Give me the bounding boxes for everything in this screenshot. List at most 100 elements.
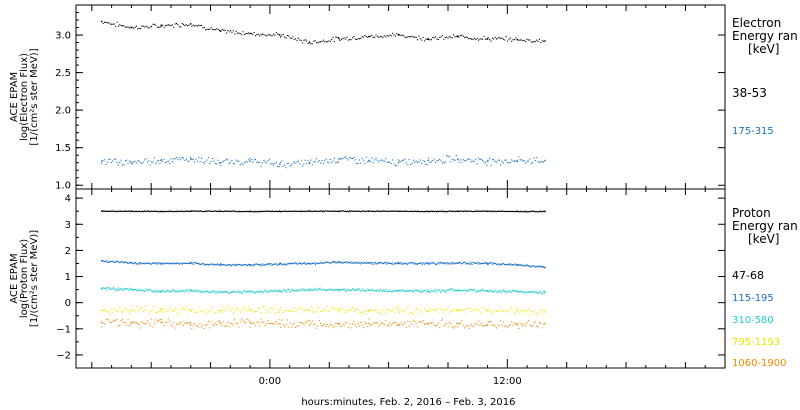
proton-series-dot bbox=[395, 263, 397, 265]
proton-series-dot bbox=[259, 307, 261, 309]
proton-series-dot bbox=[203, 328, 205, 330]
proton-series-dot bbox=[209, 210, 211, 212]
electron-series-dot bbox=[513, 39, 516, 41]
proton-series-dot bbox=[375, 210, 377, 212]
proton-series-dot bbox=[155, 263, 157, 265]
proton-series-dot bbox=[308, 262, 310, 265]
electron-series-dot bbox=[284, 164, 286, 166]
proton-series-dot bbox=[329, 210, 331, 212]
proton-series-dot bbox=[204, 263, 206, 265]
proton-series-dot bbox=[308, 288, 310, 290]
proton-series-dot bbox=[155, 210, 157, 212]
proton-series-dot bbox=[231, 308, 233, 310]
proton-series-dot bbox=[131, 262, 133, 264]
proton-series-dot bbox=[356, 262, 358, 264]
proton-series-dot bbox=[462, 210, 465, 213]
proton-series-dot bbox=[457, 326, 459, 328]
electron-series-dot bbox=[259, 161, 261, 163]
proton-series-dot bbox=[416, 210, 418, 212]
proton-series-dot bbox=[431, 262, 433, 264]
proton-series-dot bbox=[186, 289, 188, 291]
proton-series-dot bbox=[346, 310, 348, 312]
proton-series-dot bbox=[290, 310, 293, 312]
proton-series-dot bbox=[363, 210, 366, 212]
proton-series-dot bbox=[406, 263, 408, 266]
proton-series-dot bbox=[404, 263, 406, 265]
proton-series-dot bbox=[476, 291, 478, 293]
electron-series-dot bbox=[289, 165, 291, 167]
electron-series-dot bbox=[507, 40, 509, 42]
proton-series-dot bbox=[527, 265, 529, 267]
proton-series-dot bbox=[408, 210, 410, 212]
proton-series-dot bbox=[510, 264, 512, 266]
proton-series-dot bbox=[529, 266, 531, 268]
proton-series-dot bbox=[385, 313, 387, 315]
proton-series-dot bbox=[177, 262, 180, 264]
electron-series-dot bbox=[448, 156, 450, 158]
electron-series-dot bbox=[340, 38, 342, 41]
proton-series-dot bbox=[177, 211, 180, 213]
proton-series-point bbox=[544, 291, 546, 293]
electron-series-dot bbox=[516, 160, 518, 162]
proton-series-dot bbox=[535, 266, 537, 268]
proton-series-dot bbox=[469, 263, 471, 265]
proton-series-dot bbox=[272, 263, 275, 265]
proton-series-dot bbox=[466, 308, 468, 310]
proton-series-dot bbox=[289, 210, 291, 212]
proton-series-dot bbox=[248, 211, 250, 213]
electron-series-dot bbox=[415, 36, 417, 39]
proton-series-dot bbox=[228, 326, 230, 328]
proton-series-dot bbox=[213, 210, 215, 212]
proton-series-dot bbox=[534, 211, 537, 213]
proton-series-dot bbox=[311, 210, 313, 213]
proton-series-dot bbox=[115, 261, 117, 263]
proton-series-dot bbox=[201, 262, 203, 265]
electron-series-dot bbox=[462, 35, 464, 37]
proton-series-dot bbox=[533, 322, 535, 324]
electron-series-dot bbox=[133, 27, 135, 29]
proton-series-dot bbox=[260, 290, 262, 292]
electron-series-dot bbox=[138, 160, 140, 162]
proton-series-dot bbox=[519, 323, 521, 325]
electron-series-dot bbox=[152, 161, 154, 163]
proton-series-dot bbox=[359, 289, 361, 291]
proton-series-dot bbox=[475, 210, 477, 212]
proton-series-dot bbox=[352, 289, 355, 291]
proton-series-dot bbox=[102, 287, 104, 289]
electron-series-dot bbox=[333, 41, 336, 43]
electron-series-dot bbox=[151, 25, 153, 28]
proton-series-dot bbox=[260, 211, 262, 213]
proton-series-dot bbox=[328, 288, 330, 290]
proton-series-dot bbox=[483, 308, 485, 310]
proton-series-dot bbox=[486, 290, 488, 292]
proton-series-dot bbox=[451, 310, 453, 312]
proton-series-dot bbox=[419, 309, 421, 311]
proton-series-dot bbox=[373, 290, 375, 292]
proton-series-dot bbox=[441, 210, 443, 212]
proton-series-dot bbox=[379, 261, 381, 264]
proton-series-dot bbox=[394, 210, 396, 212]
proton-series-dot bbox=[283, 263, 285, 265]
electron-series-dot bbox=[266, 35, 268, 37]
proton-series-dot bbox=[385, 320, 387, 322]
proton-series-dot bbox=[265, 263, 267, 265]
proton-series-dot bbox=[263, 210, 265, 213]
proton-series-dot bbox=[130, 321, 132, 323]
proton-series-dot bbox=[511, 291, 513, 293]
electron-series-dot bbox=[214, 29, 216, 31]
proton-series-dot bbox=[362, 262, 364, 264]
electron-series-dot bbox=[408, 35, 410, 38]
electron-series-dot bbox=[393, 34, 395, 36]
electron-series-dot bbox=[482, 160, 484, 162]
proton-series-dot bbox=[404, 290, 406, 292]
electron-series-dot bbox=[271, 163, 273, 165]
electron-series-dot bbox=[180, 159, 182, 161]
proton-series-dot bbox=[155, 311, 157, 313]
proton-series-dot bbox=[183, 291, 185, 293]
proton-series-dot bbox=[489, 309, 491, 311]
proton-series-dot bbox=[189, 210, 191, 212]
proton-series-dot bbox=[117, 310, 119, 312]
proton-series-dot bbox=[155, 262, 157, 264]
proton-series-dot bbox=[474, 288, 476, 290]
proton-series-dot bbox=[293, 210, 295, 212]
